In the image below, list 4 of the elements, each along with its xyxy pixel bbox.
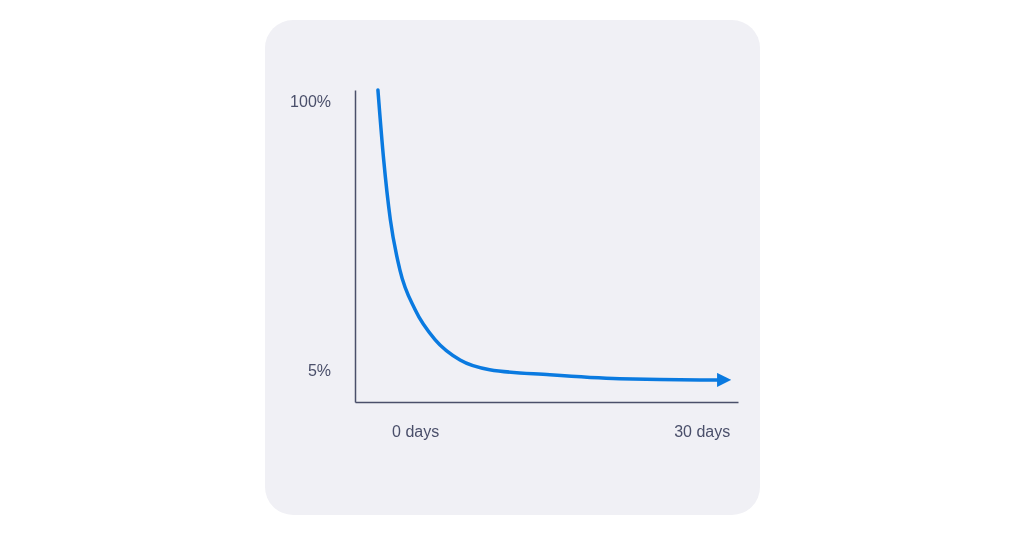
x-tick-label: 0 days bbox=[392, 423, 440, 441]
y-tick-label: 5% bbox=[307, 362, 331, 380]
y-tick-label: 100% bbox=[290, 92, 331, 110]
x-tick-label: 30 days bbox=[674, 423, 731, 441]
